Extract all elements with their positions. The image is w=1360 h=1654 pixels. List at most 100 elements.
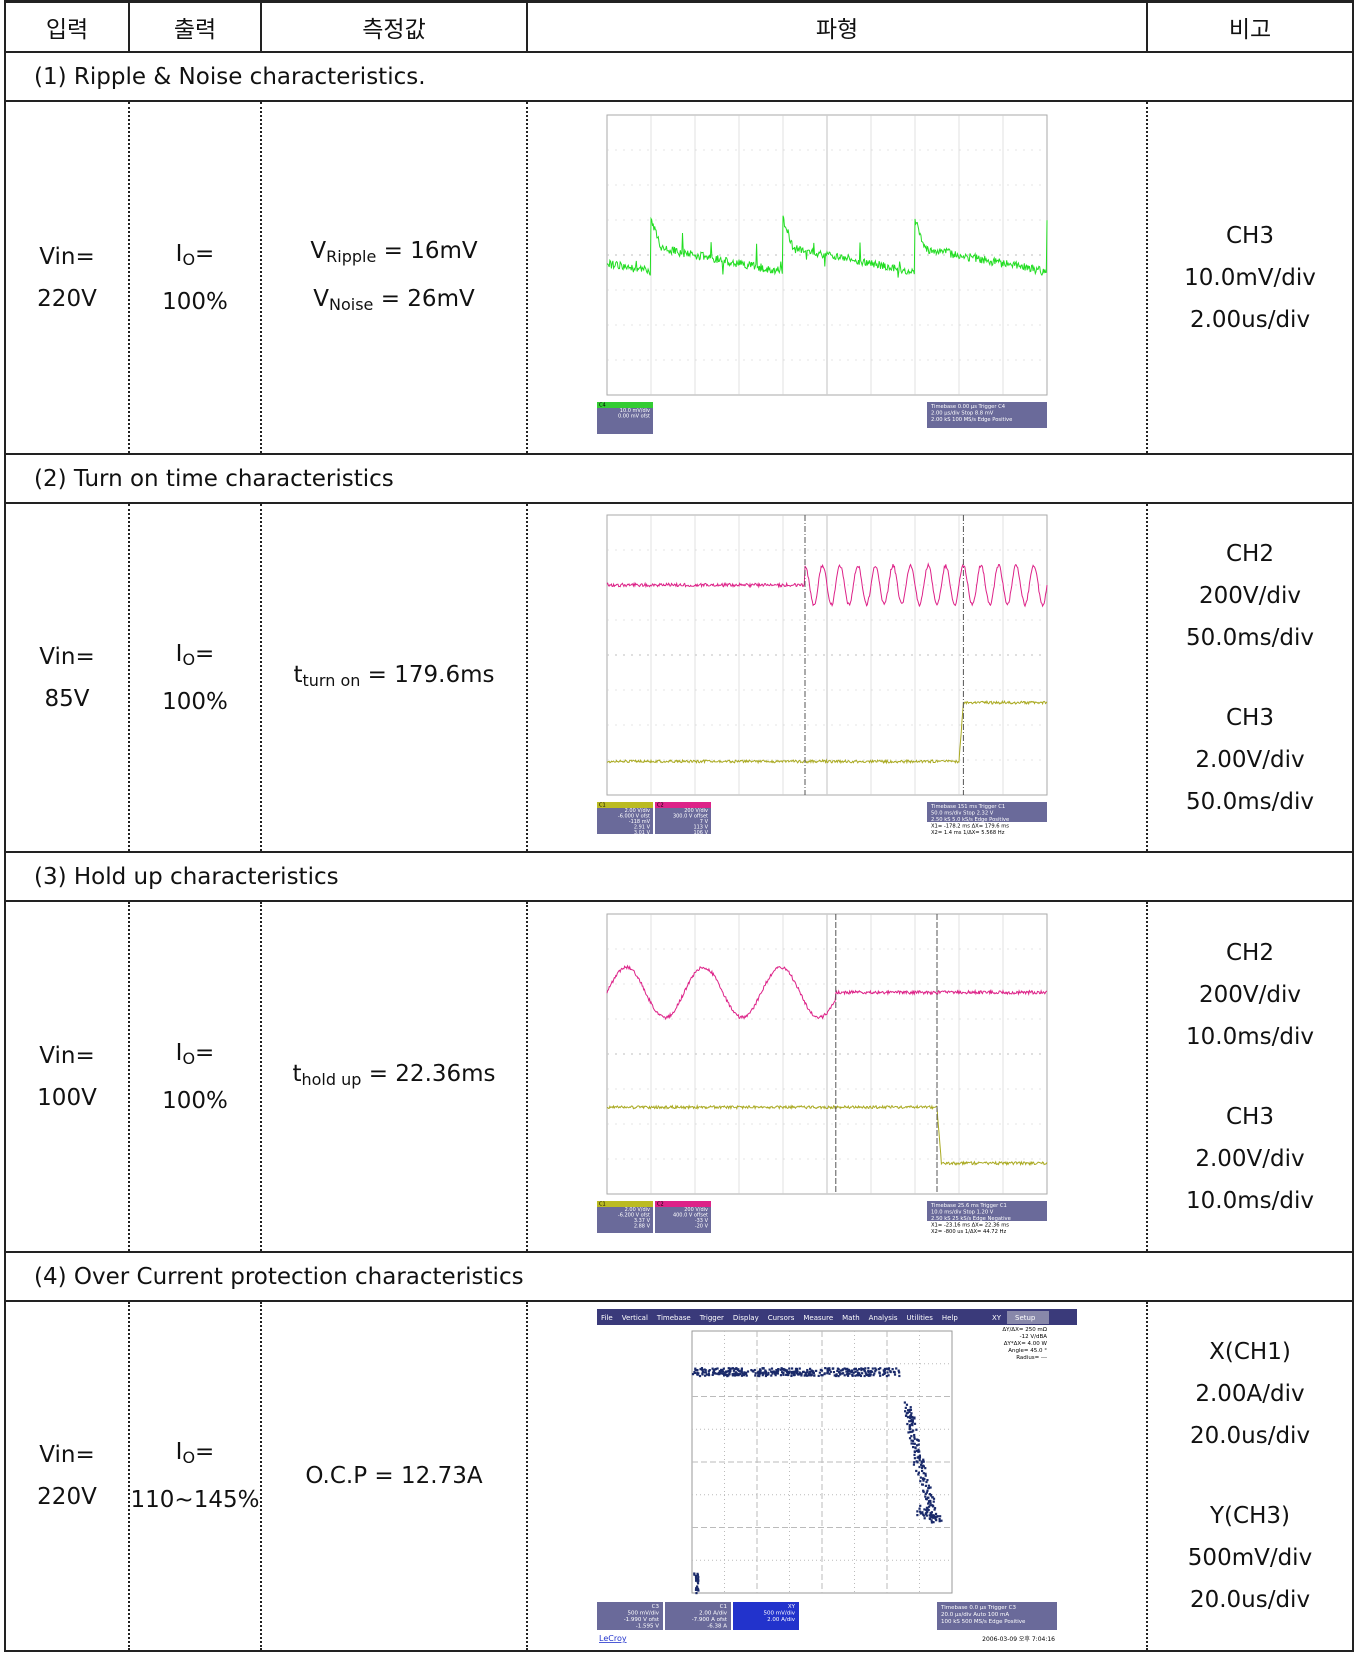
xy-dot — [780, 1368, 782, 1370]
input-text: 220V — [6, 1476, 128, 1518]
xy-dot — [795, 1367, 797, 1369]
xy-dot — [742, 1373, 744, 1375]
xy-dot — [851, 1370, 853, 1372]
xy-dot — [928, 1499, 930, 1501]
xy-dot — [699, 1374, 701, 1376]
xy-dot — [894, 1373, 896, 1375]
xy-dot — [800, 1374, 802, 1376]
xy-dot — [882, 1373, 884, 1375]
note-text: 2.00us/div — [1148, 299, 1352, 341]
xy-dot — [926, 1506, 928, 1508]
xy-dot — [925, 1484, 927, 1486]
readout: ΔY*ΔX= 4.00 W — [1004, 1341, 1048, 1347]
xy-dot — [909, 1424, 911, 1426]
xy-dot — [744, 1372, 746, 1374]
xy-dot — [846, 1372, 848, 1374]
xy-dot — [809, 1367, 811, 1369]
measure-sub: Ripple — [326, 247, 376, 266]
xy-dot — [917, 1438, 919, 1440]
xy-dot — [777, 1372, 779, 1374]
xy-dot — [841, 1372, 843, 1374]
xy-dot — [837, 1374, 839, 1376]
xy-dot — [832, 1367, 834, 1369]
xy-dot — [932, 1521, 934, 1523]
xy-dot — [728, 1367, 730, 1369]
xy-dot — [813, 1374, 815, 1376]
note-text: 2.00A/div — [1148, 1373, 1352, 1415]
xy-dot — [777, 1367, 779, 1369]
xy-dot — [827, 1369, 829, 1371]
xy-dot — [898, 1374, 900, 1376]
xy-dot — [770, 1374, 772, 1376]
xy-dot — [915, 1428, 917, 1430]
header-cell: 출력 — [129, 2, 261, 53]
note-cell: X(CH1)2.00A/div20.0us/divY(CH3)500mV/div… — [1147, 1301, 1353, 1651]
measure-symbol: t — [293, 662, 302, 688]
section-row: (4) Over Current protection characterist… — [5, 1252, 1353, 1301]
output-label: IO= — [130, 1431, 260, 1479]
menu-item: Timebase — [656, 1314, 691, 1322]
xy-dot — [916, 1444, 918, 1446]
channel-text: 2.00 A/div — [767, 1617, 796, 1623]
xy-dot — [793, 1370, 795, 1372]
timebase-text: 20.0 µs/div Auto 100 mA — [941, 1612, 1009, 1618]
channel-text: C2 — [657, 1202, 664, 1208]
xy-dot — [732, 1367, 734, 1369]
xy-dot — [788, 1367, 790, 1369]
table-body: 입력 출력 측정값 파형 비고 (1) Ripple & Noise chara… — [5, 2, 1353, 1652]
xy-dot — [907, 1411, 909, 1413]
xy-dot — [912, 1429, 914, 1431]
xy-dot — [774, 1371, 776, 1373]
xy-dot — [926, 1489, 928, 1491]
output-label: IO= — [130, 233, 260, 281]
oscilloscope: C12.00 V/div-6.200 V ofst3.37 V2.88 VC22… — [592, 909, 1082, 1244]
xy-dot — [767, 1371, 769, 1373]
output-cell: IO=110~145% — [129, 1301, 261, 1651]
timebase-text: X2= -800 us 1/ΔX= 44.72 Hz — [931, 1229, 1006, 1235]
xy-dot — [895, 1367, 897, 1369]
xy-dot — [884, 1371, 886, 1373]
xy-dot — [757, 1374, 759, 1376]
measurement: VNoise = 26mV — [262, 278, 526, 326]
xy-dot — [910, 1435, 912, 1437]
xy-dot — [922, 1464, 924, 1466]
note-text: CH3 — [1148, 697, 1352, 739]
xy-dot — [919, 1510, 921, 1512]
output-eq: = — [195, 241, 214, 267]
xy-dot — [704, 1374, 706, 1376]
readout: ΔY/ΔX= 250 mΩ — [1002, 1327, 1047, 1333]
channel-text: 0.00 mV ofst — [618, 414, 650, 420]
channel-text: 2.00 A/div — [699, 1610, 728, 1616]
note-text: 500mV/div — [1148, 1537, 1352, 1579]
xy-dot — [922, 1489, 924, 1491]
xy-dot — [713, 1368, 715, 1370]
xy-dot — [935, 1515, 937, 1517]
measure-cell: thold up = 22.36ms — [261, 901, 527, 1252]
xy-dot — [725, 1371, 727, 1373]
section-title: (1) Ripple & Noise characteristics. — [5, 52, 1353, 101]
output-value: 100% — [130, 1080, 260, 1122]
output-label: IO= — [130, 1032, 260, 1080]
xy-dot — [720, 1370, 722, 1372]
xy-dot — [696, 1572, 698, 1574]
xy-dot — [921, 1461, 923, 1463]
readout: -12 V/dBA — [1020, 1334, 1048, 1340]
xy-dot — [806, 1368, 808, 1370]
xy-dot — [922, 1479, 924, 1481]
xy-dot — [909, 1415, 911, 1417]
xy-dot — [820, 1374, 822, 1376]
waveform-cell: C410.0 mV/div0.00 mV ofstTimebase 0.00 µ… — [527, 101, 1147, 454]
input-text: Vin= — [6, 1035, 128, 1077]
xy-dot — [790, 1374, 792, 1376]
xy-dot — [915, 1447, 917, 1449]
xy-dot — [781, 1371, 783, 1373]
xy-dot — [805, 1373, 807, 1375]
xy-dot — [842, 1368, 844, 1370]
xy-dot — [726, 1374, 728, 1376]
channel-text: XY — [788, 1604, 796, 1610]
menu-item: Math — [842, 1314, 860, 1322]
xy-dot — [909, 1437, 911, 1439]
xy-dot — [924, 1517, 926, 1519]
input-cell: Vin=220V — [5, 101, 129, 454]
